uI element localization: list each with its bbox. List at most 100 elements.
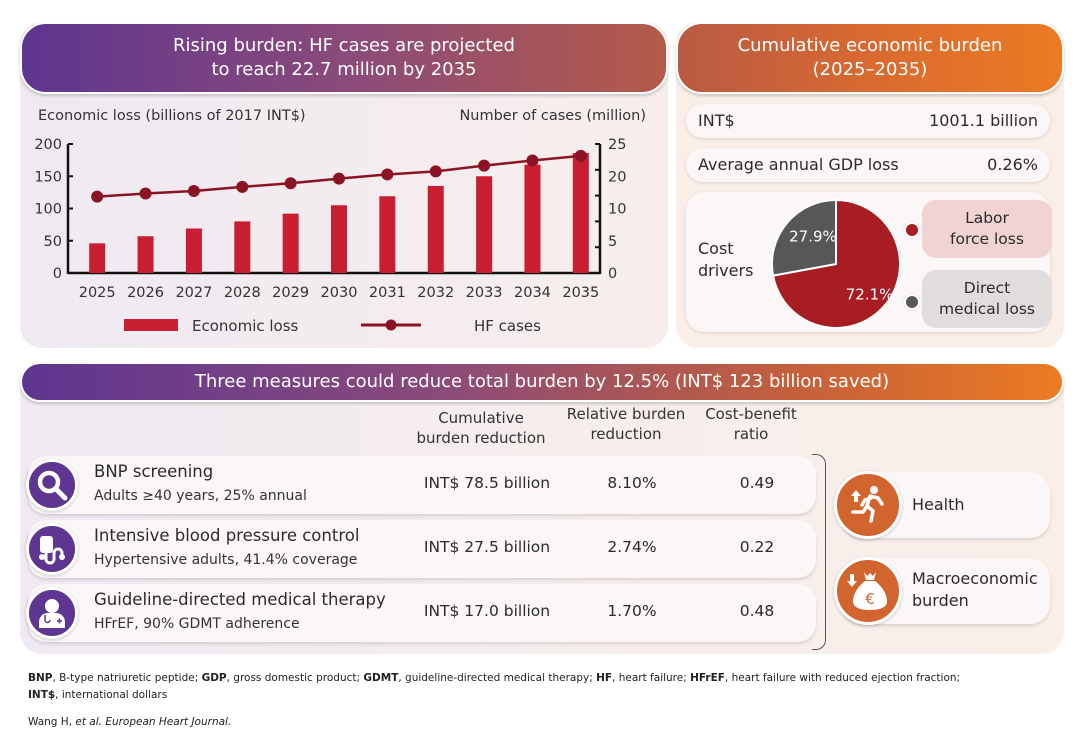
cost-drivers-label-line2: drivers (698, 261, 754, 280)
citation-journal: et al. European Heart Journal. (75, 716, 232, 728)
hf-cases-point (139, 187, 152, 200)
col-head-relative-line2: reduction (590, 425, 662, 443)
measure-subtitle: HFrEF, 90% GDMT adherence (94, 616, 300, 632)
citation: Wang H, et al. European Heart Journal. (28, 716, 231, 728)
hf-cases-point (526, 154, 539, 167)
x-axis-tick-label: 2025 (79, 285, 116, 301)
rising-burden-panel: Rising burden: HF cases are projected to… (20, 22, 668, 348)
legend-economic-loss-swatch (124, 319, 178, 331)
gdp-loss-label: Average annual GDP loss (698, 155, 899, 174)
left-axis-title: Economic loss (billions of 2017 INT$) (38, 108, 306, 124)
int-dollar-label: INT$ (698, 111, 735, 130)
outcome-macroeconomic: € Macroeconomic burden (834, 557, 1050, 625)
x-axis-tick-label: 2027 (175, 285, 212, 301)
cost-benefit-value: 0.22 (739, 538, 775, 556)
left-axis-tick-label: 0 (53, 266, 62, 282)
col-head-cumulative: Cumulative burden reduction (406, 408, 556, 448)
economic-loss-bar (234, 221, 251, 273)
economic-loss-bar (572, 153, 589, 273)
direct-medical-legend-line1: Direct (963, 279, 1011, 297)
hf-cases-point (429, 165, 442, 178)
col-head-relative: Relative burden reduction (558, 404, 694, 444)
right-axis-title: Number of cases (million) (459, 108, 646, 124)
abbr-term: HF (596, 672, 613, 684)
economic-loss-bar (331, 205, 347, 273)
left-axis-tick-label: 100 (34, 202, 62, 218)
economic-loss-bar (379, 196, 396, 273)
measure-title: Intensive blood pressure control (94, 526, 360, 545)
abbreviations-footnote: BNP, B-type natriuretic peptide; GDP, gr… (28, 670, 1058, 704)
cumulative-burden-title-line1: Cumulative economic burden (737, 35, 1003, 56)
abbr-term: INT$ (28, 689, 56, 701)
col-head-cumulative-line1: Cumulative (438, 409, 524, 427)
cumulative-reduction-value: INT$ 78.5 billion (423, 474, 551, 492)
cumulative-burden-header: Cumulative economic burden (2025–2035) (676, 22, 1064, 94)
rising-burden-title-line1: Rising burden: HF cases are projected (173, 35, 515, 56)
cost-drivers-label: Cost drivers (698, 238, 753, 282)
rising-burden-title-line2: to reach 22.7 million by 2035 (211, 59, 477, 80)
x-axis-tick-label: 2030 (321, 285, 358, 301)
col-head-cumulative-line2: burden reduction (416, 429, 546, 447)
pie-slice-direct-medical-loss (771, 198, 837, 277)
gdp-loss-row: Average annual GDP loss 0.26% (686, 148, 1050, 182)
money-bag-down-arrow-icon: € (834, 557, 902, 625)
left-axis-tick-label: 50 (44, 234, 62, 250)
svg-text:€: € (865, 590, 875, 608)
measure-title: Guideline-directed medical therapy (94, 590, 386, 609)
x-axis-tick-label: 2032 (417, 285, 454, 301)
measures-header: Three measures could reduce total burden… (20, 362, 1064, 402)
economic-loss-bar (137, 236, 154, 273)
x-axis-tick-label: 2034 (514, 285, 551, 301)
blood-pressure-cuff-icon (26, 523, 78, 575)
relative-reduction-value: 8.10% (607, 474, 657, 492)
hf-cases-point (381, 168, 394, 181)
abbr-definition: , guideline-directed medical therapy; (398, 672, 597, 684)
direct-medical-legend-dot (904, 294, 920, 310)
outcome-health-label: Health (912, 495, 965, 514)
economic-loss-bar (282, 213, 299, 273)
cost-benefit-value: 0.49 (739, 474, 775, 492)
outcome-macroeconomic-line1: Macroeconomic (912, 569, 1038, 588)
cumulative-reduction-value: INT$ 27.5 billion (423, 538, 551, 556)
abbr-definition: , gross domestic product; (226, 672, 364, 684)
hf-cases-point (333, 172, 345, 185)
pie-slice-label: 27.9% (789, 227, 837, 245)
abbr-term: GDMT (363, 672, 399, 684)
running-person-up-arrow-icon (834, 471, 902, 539)
hf-cases-point (91, 190, 104, 203)
direct-medical-legend-line2: medical loss (939, 300, 1035, 318)
cost-drivers-pie: 72.1% 27.9% (771, 198, 901, 329)
measure-row-blood-pressure: Intensive blood pressure control Hyperte… (26, 520, 816, 578)
cumulative-reduction-value: INT$ 17.0 billion (423, 602, 551, 620)
left-axis-tick-label: 200 (34, 137, 62, 153)
pie-slice-label: 72.1% (846, 285, 894, 303)
abbr-definition: , heart failure; (612, 672, 691, 684)
measure-row-gdmt: Guideline-directed medical therapy HFrEF… (26, 584, 816, 642)
measure-row-bnp: BNP screening Adults ≥40 years, 25% annu… (26, 456, 816, 514)
gdp-loss-value: 0.26% (987, 155, 1038, 174)
relative-reduction-value: 2.74% (607, 538, 657, 556)
hf-cases-point (574, 149, 587, 162)
abbr-definition: , B-type natriuretic peptide; (52, 672, 202, 684)
labor-force-legend-line1: Labor (965, 209, 1009, 227)
int-dollar-total-row: INT$ 1001.1 billion (686, 104, 1050, 138)
outcome-macroeconomic-label: Macroeconomic burden (912, 568, 1038, 612)
measure-subtitle: Adults ≥40 years, 25% annual (94, 488, 307, 504)
measure-title: BNP screening (94, 462, 214, 481)
economic-loss-bar (524, 164, 541, 273)
legend-economic-loss-label: Economic loss (192, 317, 299, 335)
cost-drivers-box: Cost drivers 72.1% 27.9% Labor force loss… (686, 192, 1052, 332)
right-axis-tick-label: 25 (608, 137, 626, 153)
abbr-term: GDP (201, 672, 227, 684)
int-dollar-value: 1001.1 billion (929, 111, 1038, 130)
legend-hf-cases-label: HF cases (474, 317, 541, 335)
labor-force-legend-dot (904, 222, 920, 238)
left-axis-tick-label: 150 (34, 169, 62, 185)
labor-force-legend: Labor force loss (922, 200, 1052, 258)
hf-cases-point (478, 159, 491, 172)
x-axis-tick-label: 2031 (369, 285, 406, 301)
cost-drivers-label-line1: Cost (698, 239, 734, 258)
x-axis-tick-label: 2028 (224, 285, 261, 301)
abbr-definition: , heart failure with reduced ejection fr… (724, 672, 961, 684)
